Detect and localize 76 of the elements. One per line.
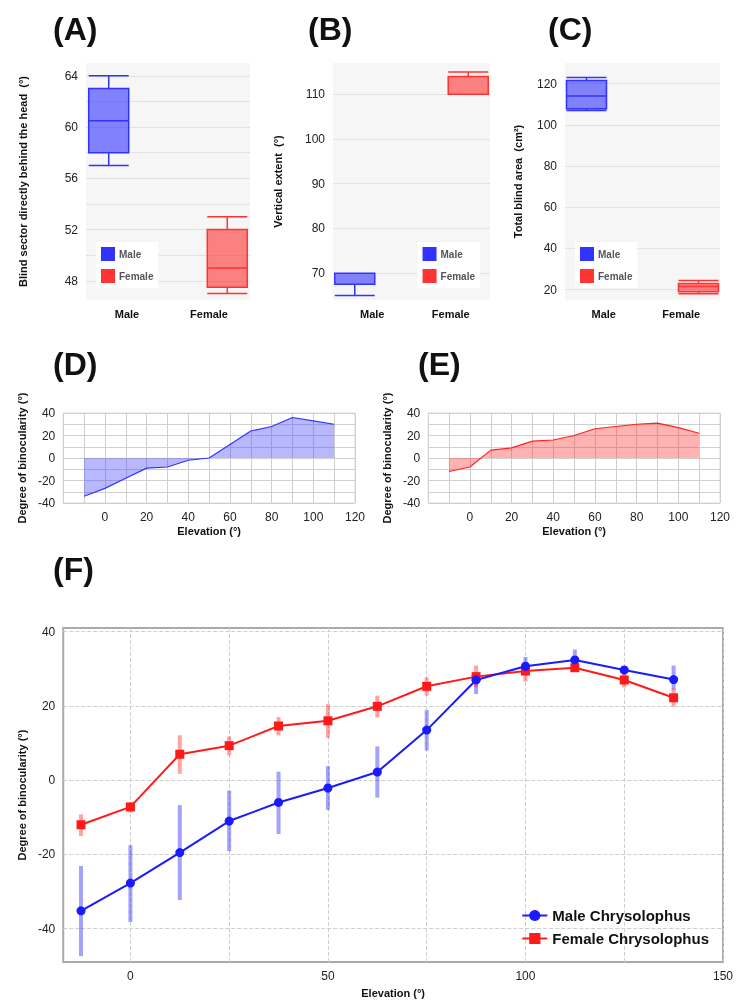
y-tick-label: -40	[402, 496, 421, 510]
x-tick-label: 120	[709, 510, 731, 524]
legend-label: Male Chrysolophus	[552, 907, 691, 924]
y-tick-label: 48	[64, 273, 79, 288]
legend-label: Male	[598, 248, 621, 260]
y-tick-label: 110	[305, 87, 326, 102]
y-axis-title: Degree of binocularity (°)	[380, 392, 393, 524]
x-axis-title: Elevation (°)	[361, 986, 426, 999]
y-tick-label: -20	[37, 847, 56, 862]
y-tick-label: 40	[543, 241, 558, 256]
x-tick-label: 0	[101, 510, 109, 524]
y-axis-title: Degree of binocularity (°)	[15, 729, 28, 861]
chart-title: (B)	[308, 11, 353, 47]
y-tick-label: 40	[41, 406, 56, 420]
x-tick-label: 0	[127, 969, 135, 984]
x-tick-label: 60	[223, 510, 237, 524]
x-tick-label: 50	[321, 969, 335, 984]
x-tick-label: 60	[588, 510, 602, 524]
x-tick-label: 20	[504, 510, 519, 524]
y-tick-label: 60	[64, 120, 79, 135]
x-tick-label: 20	[139, 510, 154, 524]
x-tick-label: 40	[181, 510, 196, 524]
y-tick-label: 60	[543, 200, 558, 215]
y-tick-label: 0	[48, 773, 56, 788]
y-tick-label: -20	[402, 473, 421, 488]
y-tick-label: 40	[406, 406, 421, 420]
x-tick-label: Male	[114, 307, 140, 320]
legend-label: Female Chrysolophus	[552, 930, 709, 947]
x-tick-label: 100	[668, 510, 689, 524]
x-axis-title: Elevation (°)	[542, 524, 607, 537]
chart-title: (A)	[53, 11, 98, 47]
legend-label: Male	[119, 248, 142, 260]
y-tick-label: -20	[37, 473, 56, 488]
x-axis-title: Elevation (°)	[177, 524, 242, 537]
chart-title: (D)	[53, 346, 98, 382]
chart-title: (E)	[418, 346, 461, 382]
y-tick-label: 0	[48, 451, 56, 465]
y-tick-label: -40	[37, 496, 56, 510]
y-tick-label: 0	[413, 451, 421, 465]
x-tick-label: 100	[515, 969, 536, 984]
x-tick-label: 80	[264, 510, 279, 524]
legend-label: Female	[598, 270, 633, 282]
x-tick-label: Male	[360, 307, 385, 320]
y-tick-label: 120	[536, 76, 558, 91]
y-tick-label: 40	[41, 624, 56, 639]
y-tick-label: 52	[64, 222, 79, 237]
legend-label: Male	[440, 248, 464, 260]
y-tick-label: 80	[543, 159, 558, 174]
y-tick-label: 20	[41, 428, 56, 443]
y-tick-label: -40	[37, 921, 56, 936]
y-tick-label: 100	[536, 117, 558, 132]
x-tick-label: Female	[190, 307, 228, 320]
x-tick-label: 150	[712, 969, 734, 984]
y-tick-label: 20	[543, 282, 558, 297]
y-tick-label: 20	[41, 698, 56, 713]
x-tick-label: 0	[466, 510, 474, 524]
x-tick-label: 120	[344, 510, 366, 524]
legend-label: Female	[440, 270, 476, 282]
x-tick-label: 80	[629, 510, 644, 524]
chart-title: (F)	[53, 551, 94, 587]
y-tick-label: 70	[311, 266, 326, 281]
y-axis-title: Degree of binocularity (°)	[15, 392, 28, 524]
y-tick-label: 64	[64, 68, 79, 83]
x-tick-label: Female	[431, 307, 470, 320]
y-tick-label: 90	[311, 176, 326, 191]
chart-title: (C)	[548, 11, 593, 47]
y-axis-title: Blind sector directly behind the head (°)	[16, 75, 29, 287]
legend-label: Female	[119, 270, 154, 282]
y-axis-title: Total blind area (cm²)	[511, 124, 524, 239]
x-tick-label: Female	[662, 307, 701, 320]
y-tick-label: 80	[311, 221, 326, 236]
y-axis-title: Vertical extent (°)	[271, 134, 284, 228]
y-tick-label: 100	[304, 132, 326, 147]
y-tick-label: 56	[64, 171, 79, 186]
y-tick-label: 20	[406, 428, 421, 443]
x-tick-label: Male	[591, 307, 616, 320]
